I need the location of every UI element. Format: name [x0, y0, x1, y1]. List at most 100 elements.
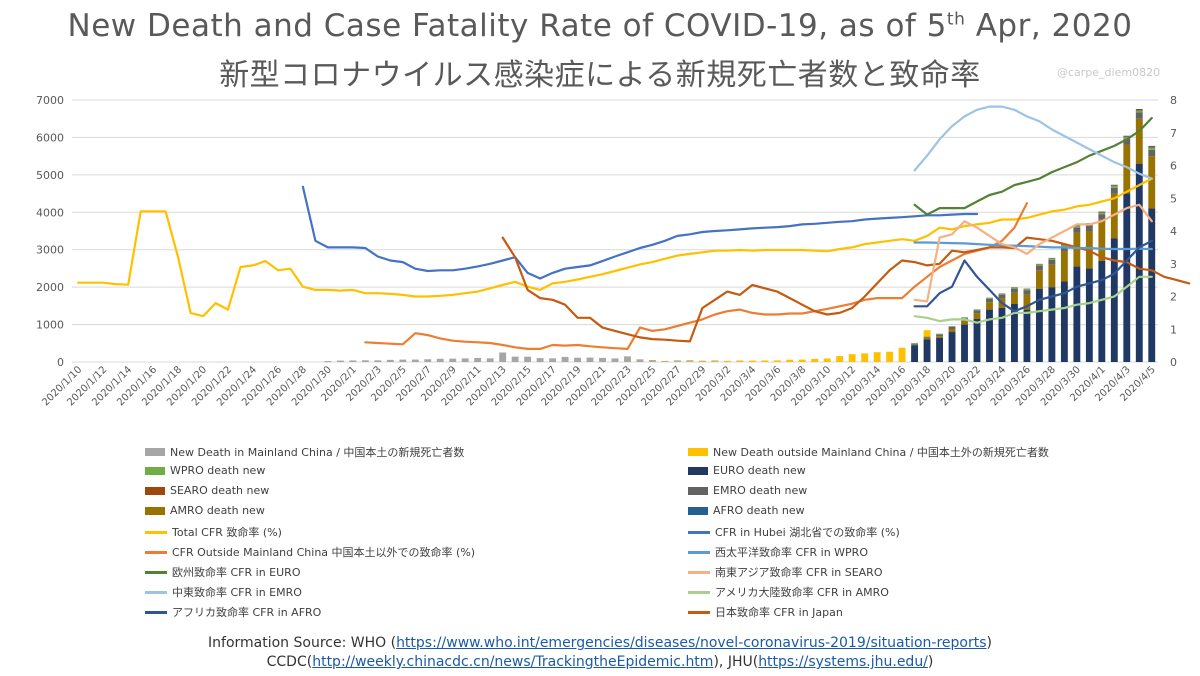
legend-label: Total CFR 致命率 (%) — [172, 526, 282, 539]
bar-wpro-death-new — [911, 343, 919, 344]
legend-item: アフリカ致命率 CFR in AFRO — [145, 604, 321, 620]
legend-swatch — [145, 466, 165, 475]
legend-item: アメリカ大陸致命率 CFR in AMRO — [688, 584, 889, 600]
bar-emro-death-new — [1098, 214, 1106, 220]
bar-wpro-death-new — [1148, 147, 1156, 150]
line-cfr-in-amro — [913, 275, 1153, 324]
who-link[interactable]: https://www.who.int/emergencies/diseases… — [396, 635, 987, 651]
bar-euro-death-new — [1073, 266, 1081, 362]
bar-outside-china-new-death — [786, 359, 794, 362]
bar-emro-death-new — [923, 337, 931, 339]
bar-wpro-death-new — [1023, 289, 1031, 291]
bar-china-new-death — [511, 356, 519, 362]
legend-item: CFR Outside Mainland China 中国本土以外での致命率 (… — [145, 544, 475, 560]
bar-emro-death-new — [948, 326, 956, 330]
bar-euro-death-new — [961, 324, 968, 362]
legend-item: 南東アジア致命率 CFR in SEARO — [688, 564, 883, 580]
legend-item: EURO death new — [688, 464, 806, 477]
legend-item: EMRO death new — [688, 484, 807, 497]
bar-china-new-death — [336, 360, 344, 362]
bar-china-new-death — [324, 361, 332, 362]
bar-emro-death-new — [1060, 246, 1068, 252]
bar-china-new-death — [386, 359, 394, 362]
legend-swatch — [688, 590, 710, 594]
bar-china-new-death — [549, 358, 557, 362]
bar-afro-death-new — [1135, 108, 1143, 110]
legend-swatch — [688, 570, 710, 574]
bar-amro-death-new — [1060, 251, 1068, 282]
bar-outside-china-new-death — [848, 354, 856, 362]
legend-item: New Death outside Mainland China / 中国本土外… — [688, 444, 1049, 460]
legend-item: AFRO death new — [688, 504, 805, 517]
bar-emro-death-new — [936, 334, 943, 337]
bar-outside-china-new-death — [861, 353, 869, 362]
legend-item: AMRO death new — [145, 504, 265, 517]
chart-title-end: Apr, 2020 — [965, 8, 1133, 44]
author-watermark: @carpe_diem0820 — [1057, 66, 1161, 79]
ccdc-link[interactable]: http://weekly.chinacdc.cn/news/Trackingt… — [312, 654, 714, 670]
bar-china-new-death — [361, 360, 369, 362]
legend-item: CFR in Hubei 湖北省での致命率 (%) — [688, 524, 900, 540]
bar-amro-death-new — [986, 302, 993, 310]
source-line-1: Information Source: WHO (https://www.who… — [0, 635, 1200, 651]
bar-euro-death-new — [1035, 289, 1043, 362]
bar-outside-china-new-death — [736, 360, 744, 362]
bar-china-new-death — [411, 359, 419, 362]
bar-china-new-death — [599, 357, 606, 362]
y-right-tick-label: 0 — [1170, 356, 1177, 369]
legend-swatch — [145, 550, 167, 554]
legend-label: AMRO death new — [170, 504, 265, 517]
bar-amro-death-new — [1035, 270, 1043, 290]
bar-emro-death-new — [1011, 288, 1018, 293]
bar-china-new-death — [461, 358, 469, 362]
jhu-link[interactable]: https://systems.jhu.edu/ — [758, 654, 928, 670]
bar-emro-death-new — [911, 343, 919, 345]
legend-item: SEARO death new — [145, 484, 269, 497]
bar-china-new-death — [436, 358, 444, 362]
y-left-tick-label: 3000 — [36, 244, 64, 257]
y-right-tick-label: 7 — [1170, 127, 1177, 140]
bar-wpro-death-new — [986, 297, 993, 299]
bar-amro-death-new — [1023, 294, 1031, 310]
line-cfr-in-hubei — [301, 185, 979, 280]
bar-searo-death-new — [1148, 146, 1156, 148]
bar-china-new-death — [424, 359, 432, 362]
bar-amro-death-new — [1098, 219, 1106, 261]
y-left-tick-label: 5000 — [36, 169, 64, 182]
bar-amro-death-new — [1011, 292, 1018, 304]
ccdc-prefix: CCDC( — [266, 654, 313, 670]
line-cfr-in-euro — [913, 116, 1153, 216]
bar-wpro-death-new — [1135, 110, 1143, 113]
chart-title-superscript: th — [946, 9, 966, 30]
legend-swatch — [688, 506, 708, 515]
bar-outside-china-new-death — [748, 360, 756, 362]
legend-swatch — [688, 530, 710, 534]
bar-china-new-death — [673, 360, 681, 362]
bar-outside-china-new-death — [886, 351, 894, 362]
bar-amro-death-new — [973, 313, 981, 319]
line-cfr-in-wpro — [913, 241, 1153, 251]
bar-euro-death-new — [911, 345, 919, 362]
legend-label: New Death in Mainland China / 中国本土の新規死亡者… — [170, 446, 465, 459]
bar-wpro-death-new — [1073, 226, 1081, 228]
y-right-tick-label: 4 — [1170, 225, 1177, 238]
y-left-tick-label: 7000 — [36, 94, 64, 107]
legend-label: New Death outside Mainland China / 中国本土外… — [713, 446, 1049, 459]
legend-item: WPRO death new — [145, 464, 265, 477]
bar-emro-death-new — [1135, 112, 1143, 119]
jhu-prefix: ), JHU( — [713, 654, 759, 670]
bar-wpro-death-new — [936, 333, 943, 335]
bar-euro-death-new — [973, 318, 981, 362]
bar-euro-death-new — [1023, 309, 1031, 362]
legend-label: EMRO death new — [713, 484, 808, 497]
bar-searo-death-new — [1098, 211, 1106, 213]
legend-label: CFR Outside Mainland China 中国本土以外での致命率 (… — [172, 546, 476, 559]
y-left-tick-label: 4000 — [36, 206, 64, 219]
bar-euro-death-new — [1135, 163, 1143, 362]
legend-label: SEARO death new — [170, 484, 270, 497]
bar-euro-death-new — [1048, 287, 1056, 362]
bar-amro-death-new — [936, 336, 943, 338]
chart-subtitle: 新型コロナウイルス感染症による新規死亡者数と致命率 — [219, 58, 981, 93]
source-suffix: ) — [986, 635, 992, 651]
bar-china-new-death — [574, 357, 581, 362]
